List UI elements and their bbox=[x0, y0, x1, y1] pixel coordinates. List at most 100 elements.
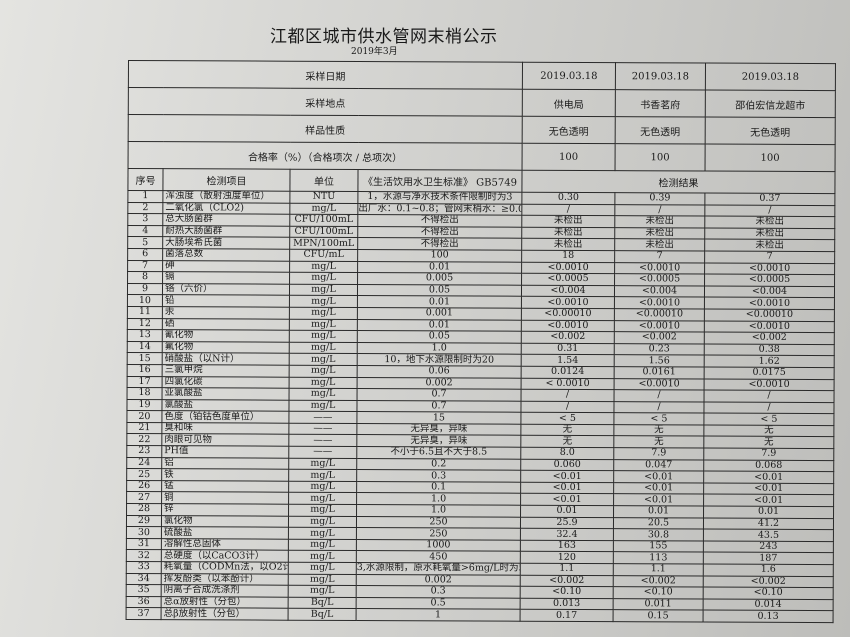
row-standard: 无异臭，异味 bbox=[356, 423, 521, 436]
row-standard: 1 bbox=[356, 608, 521, 622]
row-result-3: 7.9 bbox=[703, 448, 834, 461]
row-unit: mg/L bbox=[288, 539, 357, 551]
row-result-1: <0.00010 bbox=[521, 308, 615, 321]
row-result-3: 未检出 bbox=[704, 227, 835, 240]
row-standard: 1.0 bbox=[356, 504, 521, 517]
row-seq: 31 bbox=[126, 538, 162, 551]
row-result-3: <0.01 bbox=[703, 494, 834, 507]
row-result-1: / bbox=[521, 389, 615, 402]
row-seq: 27 bbox=[126, 491, 162, 504]
row-item: 汞 bbox=[162, 306, 290, 319]
row-result-3: <0.01 bbox=[703, 471, 834, 484]
row-result-3: <0.0010 bbox=[704, 378, 835, 391]
row-result-2: <0.0010 bbox=[614, 378, 705, 391]
row-seq: 18 bbox=[127, 387, 163, 400]
row-result-2: 113 bbox=[613, 552, 704, 565]
row-standard: 0.3 bbox=[356, 585, 521, 598]
row-seq: 7 bbox=[127, 260, 163, 272]
row-result-3: <0.0005 bbox=[704, 274, 835, 287]
row-result-1: / bbox=[520, 400, 615, 413]
row-seq: 37 bbox=[126, 607, 162, 620]
row-result-2: 未检出 bbox=[614, 227, 705, 240]
row-unit: —— bbox=[288, 434, 357, 447]
row-result-3: / bbox=[703, 401, 835, 414]
row-result-1: 未检出 bbox=[521, 227, 615, 240]
row-result-1: 0.01 bbox=[520, 505, 614, 518]
row-standard: 0.06 bbox=[357, 365, 522, 378]
page-title: 江都区城市供水管网末梢公示 bbox=[270, 27, 498, 47]
row-seq: 32 bbox=[126, 549, 162, 562]
meta-row: 合格率（%）（合格项次 / 总项次） 100 100 100 bbox=[128, 141, 836, 172]
row-result-1: 0.013 bbox=[520, 597, 614, 610]
row-standard: 0.7 bbox=[356, 400, 522, 413]
row-seq: 33 bbox=[126, 561, 162, 574]
row-seq: 28 bbox=[126, 503, 162, 516]
row-standard: 1000 bbox=[356, 539, 521, 552]
row-standard: 450 bbox=[356, 550, 521, 564]
row-result-3: < 5 bbox=[703, 413, 834, 426]
row-seq: 14 bbox=[127, 341, 163, 353]
meta-value: 书香茗府 bbox=[615, 89, 706, 118]
row-unit: mg/L bbox=[289, 295, 358, 308]
row-result-2: 20.5 bbox=[613, 517, 704, 530]
row-unit: Bq/L bbox=[288, 608, 357, 621]
row-result-1: 0.17 bbox=[520, 609, 614, 622]
row-seq: 17 bbox=[127, 375, 163, 388]
row-unit: MPN/100mL bbox=[289, 237, 358, 250]
row-result-2: / bbox=[614, 389, 705, 402]
row-result-2: <0.01 bbox=[613, 494, 704, 507]
row-standard: 不得检出 bbox=[357, 237, 522, 251]
row-unit: NTU bbox=[289, 191, 358, 204]
row-standard: 不得检出 bbox=[357, 226, 522, 239]
meta-value: 无色透明 bbox=[615, 116, 706, 145]
row-item: 氟化物 bbox=[162, 341, 290, 354]
row-result-3: 7 bbox=[704, 250, 835, 264]
meta-row: 样品性质 无色透明 无色透明 无色透明 bbox=[128, 114, 836, 145]
row-seq: 30 bbox=[126, 526, 162, 539]
row-result-2: < 5 bbox=[613, 412, 704, 425]
meta-value: 供电局 bbox=[522, 89, 616, 117]
row-result-1: 32.4 bbox=[520, 528, 614, 541]
row-result-1: 未检出 bbox=[521, 238, 615, 251]
row-result-1: < 5 bbox=[520, 412, 614, 425]
meta-row: 采样地点 供电局 书香茗府 邵伯宏信龙超市 bbox=[128, 87, 836, 118]
row-item: 氯化物 bbox=[161, 515, 289, 528]
row-item: 总α放射性（分包） bbox=[161, 596, 289, 609]
row-seq: 26 bbox=[126, 480, 162, 493]
row-unit: mg/L bbox=[288, 562, 357, 575]
row-result-3: <0.00010 bbox=[704, 308, 835, 322]
row-item: 锌 bbox=[161, 503, 289, 516]
row-item: 亚氯酸盐 bbox=[162, 387, 290, 400]
row-result-1: 1.54 bbox=[521, 354, 615, 367]
row-result-2: <0.00010 bbox=[614, 308, 705, 321]
row-item: 总β放射性（分包） bbox=[161, 608, 289, 621]
row-unit: mg/L bbox=[289, 260, 358, 273]
row-item: 溶解性总固体 bbox=[161, 538, 289, 551]
row-standard: 出厂水：0.1~0.8；管网末梢水：≥0.02 bbox=[357, 203, 522, 216]
row-result-1: 0.0124 bbox=[521, 366, 615, 379]
row-result-2: 0.15 bbox=[613, 609, 704, 622]
row-unit: mg/L bbox=[288, 399, 358, 412]
row-result-2: 7 bbox=[614, 250, 705, 263]
row-standard: 0.3 bbox=[356, 469, 521, 483]
meta-label: 采样地点 bbox=[128, 87, 523, 117]
row-seq: 6 bbox=[127, 248, 163, 261]
row-result-3: <0.0010 bbox=[704, 297, 835, 310]
row-unit: mg/L bbox=[288, 457, 357, 470]
row-result-1: 8.0 bbox=[520, 447, 614, 460]
row-item: 锰 bbox=[161, 480, 289, 493]
row-standard: 1.0 bbox=[356, 492, 521, 506]
row-unit: mg/L bbox=[288, 573, 357, 586]
row-item: 铜 bbox=[161, 492, 289, 505]
row-standard: 0.05 bbox=[357, 330, 522, 343]
row-seq: 5 bbox=[127, 236, 163, 249]
row-seq: 11 bbox=[127, 306, 163, 319]
row-result-1: 无 bbox=[520, 424, 614, 437]
row-result-2: <0.0010 bbox=[614, 296, 705, 309]
row-standard: 0.1 bbox=[356, 481, 521, 494]
row-standard: 250 bbox=[356, 527, 521, 541]
row-item: 菌落总数 bbox=[162, 248, 290, 261]
row-result-1: 120 bbox=[520, 551, 614, 564]
meta-value: 100 bbox=[615, 143, 706, 172]
row-result-1: 1.1 bbox=[520, 563, 614, 576]
